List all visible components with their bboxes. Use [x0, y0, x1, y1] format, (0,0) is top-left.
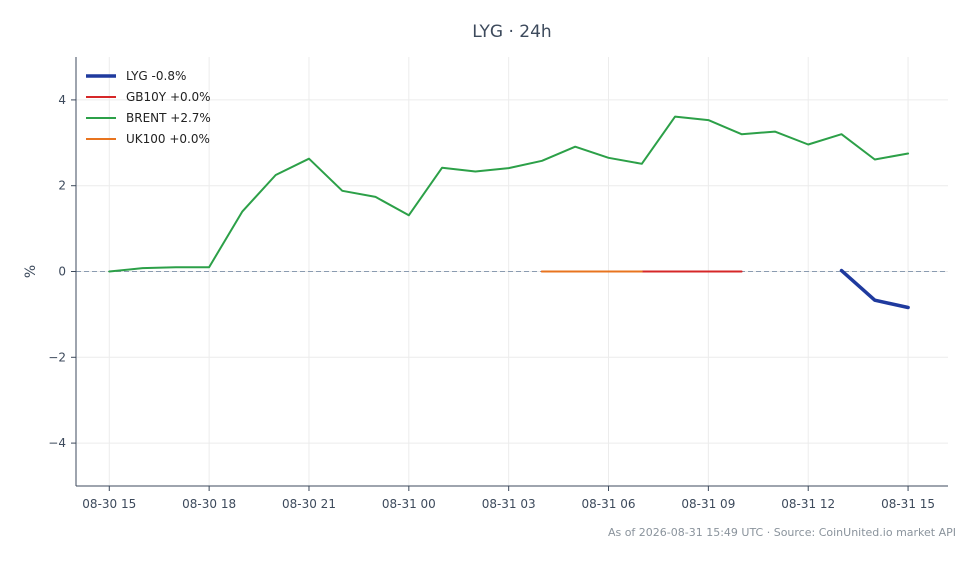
y-tick-label: 4	[58, 93, 66, 107]
x-tick-label: 08-31 09	[681, 497, 735, 511]
series-layer	[108, 115, 910, 310]
y-tick-label: 2	[58, 179, 66, 193]
tick-labels: −4 −2 0 2 4 08-30 15 08-30 18 08-30 21 08-31 00 0…	[48, 93, 935, 511]
x-tick-label: 08-30 18	[182, 497, 236, 511]
chart-title: LYG · 24h	[472, 22, 551, 42]
x-tick-label: 08-30 15	[82, 497, 136, 511]
legend: LYG -0.8% GB10Y +0.0% BRENT +2.7% UK100 +0.…	[86, 69, 211, 146]
legend-label: LYG -0.8%	[126, 69, 186, 83]
x-tick-label: 08-31 00	[382, 497, 436, 511]
legend-label: BRENT +2.7%	[126, 111, 211, 125]
y-tick-label: −2	[48, 350, 66, 364]
series-line-1	[839, 268, 910, 310]
x-tick-label: 08-31 03	[482, 497, 536, 511]
series-line-3	[108, 115, 910, 273]
source-footer: As of 2026-08-31 15:49 UTC · Source: Coi…	[607, 526, 956, 539]
y-tick-label: 0	[58, 265, 66, 279]
x-tick-label: 08-30 21	[282, 497, 336, 511]
x-tick-label: 08-31 15	[881, 497, 935, 511]
y-tick-label: −4	[48, 436, 66, 450]
y-axis-label: %	[23, 265, 39, 278]
x-tick-label: 08-31 06	[582, 497, 636, 511]
legend-label: GB10Y +0.0%	[126, 90, 211, 104]
legend-label: UK100 +0.0%	[126, 132, 210, 146]
axes	[71, 57, 948, 491]
x-tick-label: 08-31 12	[781, 497, 835, 511]
